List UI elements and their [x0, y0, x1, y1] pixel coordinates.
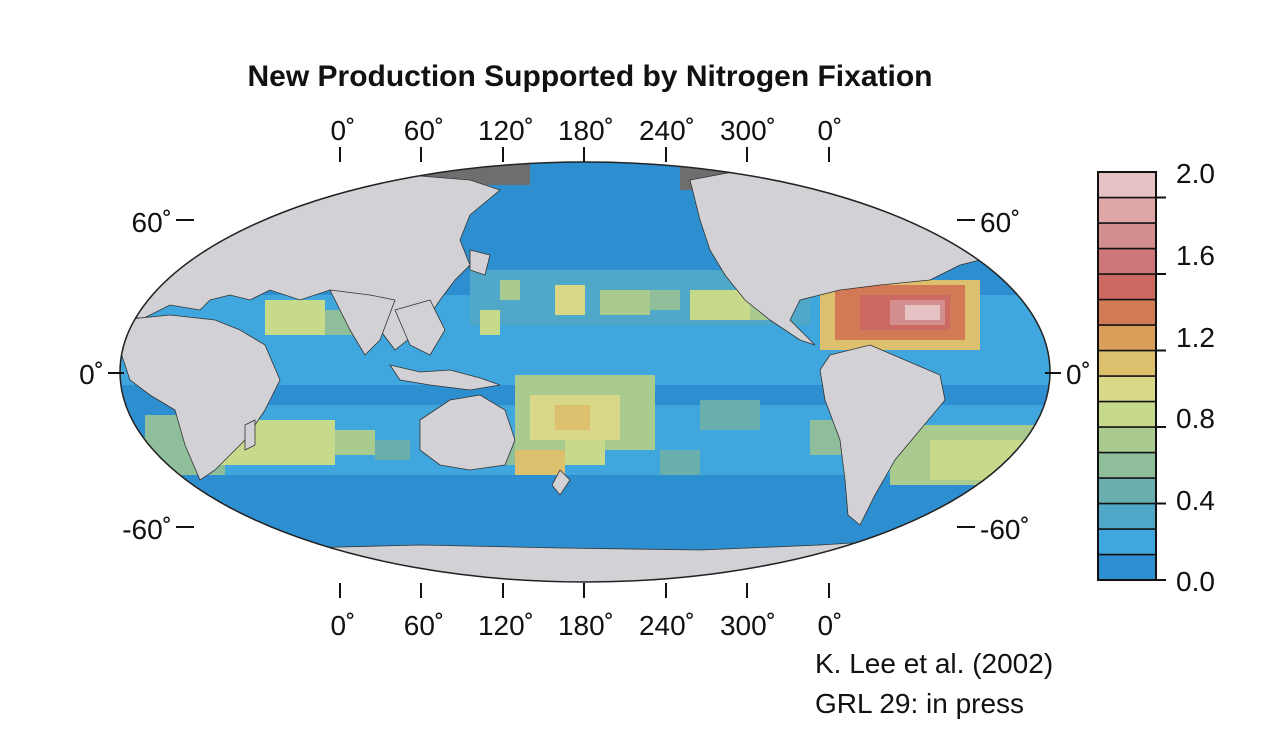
bottom-lon-label: 240˚: [639, 610, 695, 641]
japan-landmass: [469, 249, 491, 276]
data-cell: [660, 450, 700, 475]
data-cell: [650, 290, 680, 310]
colorbar-segment: [1097, 171, 1157, 199]
data-cell: [480, 310, 500, 335]
southwest-pacific-patch: [470, 375, 760, 475]
colorbar-label: 0.0: [1176, 566, 1215, 597]
top-lon-label: 240˚: [639, 115, 695, 146]
colorbar-segment: [1097, 222, 1157, 250]
top-lon-label: 0˚: [818, 115, 843, 146]
data-cell: [700, 400, 760, 430]
data-cell: [555, 405, 590, 430]
colorbar-label: 0.4: [1176, 485, 1215, 516]
bottom-lon-label: 120˚: [478, 610, 534, 641]
south-america-landmass: [819, 344, 946, 526]
top-lon-label: 120˚: [478, 115, 534, 146]
colorbar-segment: [1097, 324, 1157, 352]
new-zealand-landmass: [551, 469, 571, 496]
colorbar-segments: [1097, 171, 1157, 581]
north-atlantic-hotspot: [820, 280, 980, 350]
colorbar-labels: 2.0 1.6 1.2 0.8 0.4 0.0: [1176, 158, 1215, 597]
colorbar-segment: [1097, 247, 1157, 275]
data-cell: [565, 440, 605, 465]
data-cell: [690, 290, 750, 320]
right-lat-label: 0˚: [1066, 359, 1091, 390]
colorbar-segment: [1097, 298, 1157, 326]
colorbar-segment: [1097, 400, 1157, 428]
colorbar-segment: [1097, 273, 1157, 301]
bottom-longitude-ticks: [339, 583, 830, 598]
top-lon-label: 0˚: [331, 115, 356, 146]
colorbar-segment: [1097, 196, 1157, 224]
data-cell: [500, 280, 520, 300]
data-cell: [375, 440, 410, 460]
colorbar-segment: [1097, 528, 1157, 556]
colorbar-segment: [1097, 477, 1157, 505]
data-cell: [555, 285, 585, 315]
colorbar-segment: [1097, 451, 1157, 479]
bottom-lon-label: 300˚: [720, 610, 776, 641]
data-cell: [265, 300, 325, 335]
top-lon-label: 300˚: [720, 115, 776, 146]
bottom-lon-label: 180˚: [558, 610, 614, 641]
bottom-longitude-labels: 0˚ 60˚ 120˚ 180˚ 240˚ 300˚ 0˚: [331, 610, 843, 641]
colorbar-segment: [1097, 553, 1157, 581]
colorbar: 2.0 1.6 1.2 0.8 0.4 0.0: [1097, 158, 1215, 597]
data-cell: [600, 290, 650, 315]
left-lat-label: 0˚: [79, 359, 104, 390]
data-cell: [930, 440, 1040, 480]
australia-landmass: [419, 394, 516, 471]
indonesia-landmass: [389, 364, 501, 391]
bottom-lon-label: 0˚: [331, 610, 356, 641]
data-cell: [905, 305, 940, 320]
colorbar-label: 0.8: [1176, 403, 1215, 434]
southeast-asia-landmass: [394, 299, 446, 356]
colorbar-label: 2.0: [1176, 158, 1215, 189]
colorbar-segment: [1097, 375, 1157, 403]
credit-line-1: K. Lee et al. (2002): [815, 648, 1053, 679]
top-longitude-ticks: [339, 147, 830, 162]
right-lat-label: -60˚: [980, 514, 1030, 545]
top-lon-label: 180˚: [558, 115, 614, 146]
colorbar-label: 1.2: [1176, 322, 1215, 353]
chart-title: New Production Supported by Nitrogen Fix…: [247, 60, 932, 93]
north-pacific-band: [470, 270, 810, 335]
latitude-labels-left: 60˚ 0˚ -60˚: [79, 207, 172, 545]
top-lon-label: 60˚: [404, 115, 444, 146]
africa-landmass: [120, 314, 281, 481]
data-cell: [515, 450, 565, 475]
right-lat-label: 60˚: [980, 207, 1020, 238]
india-landmass: [329, 289, 396, 356]
colorbar-ticks: [1156, 196, 1166, 581]
credit-line-2: GRL 29: in press: [815, 688, 1024, 719]
left-lat-label: 60˚: [132, 207, 172, 238]
colorbar-segment: [1097, 349, 1157, 377]
colorbar-frame: [1097, 171, 1157, 581]
latitude-ticks: [108, 219, 1061, 528]
madagascar-landmass: [244, 419, 256, 451]
bottom-lon-label: 0˚: [818, 610, 843, 641]
top-longitude-labels: 0˚ 60˚ 120˚ 180˚ 240˚ 300˚ 0˚: [331, 115, 843, 146]
greenland-landmass: [899, 169, 986, 226]
colorbar-label: 1.6: [1176, 240, 1215, 271]
colorbar-segment: [1097, 426, 1157, 454]
left-lat-label: -60˚: [122, 514, 172, 545]
world-map: [119, 161, 1051, 583]
bottom-lon-label: 60˚: [404, 610, 444, 641]
latitude-labels-right: 60˚ 0˚ -60˚: [980, 207, 1091, 545]
colorbar-segment: [1097, 502, 1157, 530]
data-cell: [335, 430, 375, 455]
